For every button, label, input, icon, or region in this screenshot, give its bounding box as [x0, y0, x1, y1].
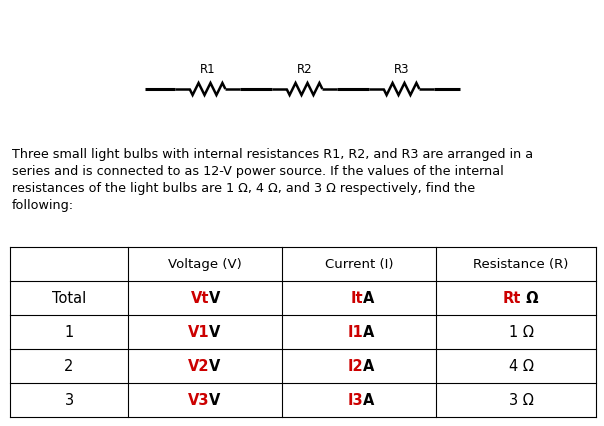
Text: R1: R1	[200, 63, 215, 76]
Text: Voltage (V): Voltage (V)	[168, 258, 242, 271]
Text: Current (I): Current (I)	[325, 258, 393, 271]
Text: A: A	[364, 291, 374, 306]
Text: I2: I2	[348, 359, 364, 374]
Text: V: V	[210, 325, 220, 340]
Text: V: V	[210, 291, 220, 306]
Text: V2: V2	[188, 359, 210, 374]
Text: It: It	[351, 291, 364, 306]
Text: V3: V3	[188, 393, 210, 408]
Text: 4 Ω: 4 Ω	[509, 359, 533, 374]
Text: V: V	[210, 359, 220, 374]
Text: I3: I3	[348, 393, 364, 408]
Text: V: V	[210, 393, 220, 408]
Text: Ω: Ω	[521, 291, 539, 306]
Text: 1 Ω: 1 Ω	[509, 325, 533, 340]
Text: R2: R2	[297, 63, 312, 76]
Text: Three small light bulbs with internal resistances R1, R2, and R3 are arranged in: Three small light bulbs with internal re…	[12, 148, 533, 161]
Text: Total: Total	[52, 291, 86, 306]
Text: 1: 1	[65, 325, 74, 340]
Text: I1: I1	[348, 325, 364, 340]
Text: following:: following:	[12, 199, 74, 211]
Text: 3: 3	[65, 393, 74, 408]
Text: Rt: Rt	[503, 291, 521, 306]
Text: 2: 2	[64, 359, 74, 374]
Text: A: A	[364, 325, 374, 340]
Text: Vt: Vt	[191, 291, 210, 306]
Text: series and is connected to as 12-V power source. If the values of the internal: series and is connected to as 12-V power…	[12, 164, 504, 178]
Text: A: A	[364, 393, 374, 408]
Text: A: A	[364, 359, 374, 374]
Text: Resistance (R): Resistance (R)	[474, 258, 569, 271]
Text: R3: R3	[394, 63, 410, 76]
Text: 3 Ω: 3 Ω	[509, 393, 533, 408]
Text: resistances of the light bulbs are 1 Ω, 4 Ω, and 3 Ω respectively, find the: resistances of the light bulbs are 1 Ω, …	[12, 181, 475, 195]
Text: V1: V1	[188, 325, 210, 340]
